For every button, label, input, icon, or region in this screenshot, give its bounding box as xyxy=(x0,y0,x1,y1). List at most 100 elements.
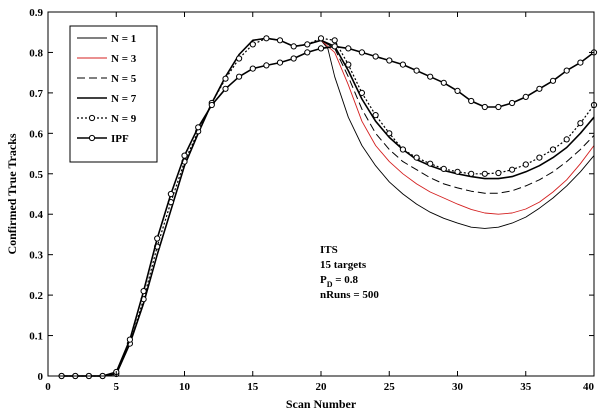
marker-n-9 xyxy=(549,146,557,153)
marker-n-9 xyxy=(481,170,488,177)
legend-label-n-3: N = 3 xyxy=(111,53,137,65)
marker-ipf xyxy=(495,103,502,111)
y-tick-label: 0.1 xyxy=(29,331,43,343)
marker-n-9 xyxy=(290,43,297,50)
x-tick-label: 5 xyxy=(114,381,120,393)
marker-ipf xyxy=(331,43,338,50)
marker-n-9 xyxy=(454,168,461,175)
y-tick-label: 0.5 xyxy=(29,169,43,181)
marker-ipf xyxy=(577,59,584,66)
marker-ipf xyxy=(345,45,352,52)
marker-n-9 xyxy=(440,165,447,172)
marker-ipf xyxy=(358,49,365,56)
legend-label-n-5: N = 5 xyxy=(111,73,137,85)
marker-ipf xyxy=(481,103,488,111)
marker-ipf xyxy=(167,190,174,198)
marker-n-9 xyxy=(427,160,434,167)
marker-n-9 xyxy=(358,89,365,97)
legend-label-n-1: N = 1 xyxy=(111,33,136,45)
marker-ipf xyxy=(236,73,243,80)
series-line-n-9 xyxy=(61,37,595,377)
marker-ipf xyxy=(440,79,447,86)
marker-ipf xyxy=(508,99,516,107)
marker-n-9 xyxy=(276,37,284,44)
marker-n-9 xyxy=(386,130,393,137)
marker-n-9 xyxy=(345,61,352,68)
marker-n-9 xyxy=(222,75,229,82)
marker-ipf xyxy=(372,53,379,60)
marker-ipf xyxy=(413,67,420,74)
marker-n-9 xyxy=(399,146,406,153)
marker-ipf xyxy=(181,152,188,159)
annotation-line-targets: 15 targets xyxy=(320,259,367,271)
marker-ipf xyxy=(386,57,393,64)
marker-ipf xyxy=(208,101,215,109)
annotation: ITS 15 targets PD = 0.8 nRuns = 500 xyxy=(320,244,379,301)
marker-n-9 xyxy=(468,170,475,177)
legend-label-n-9: N = 9 xyxy=(111,113,137,125)
marker-ipf xyxy=(549,77,557,84)
x-tick-label: 10 xyxy=(179,381,191,393)
marker-ipf xyxy=(249,65,256,72)
marker-n-9 xyxy=(413,154,420,161)
marker-n-9 xyxy=(317,35,325,42)
marker-ipf xyxy=(195,124,202,131)
marker-ipf xyxy=(263,62,270,69)
y-tick-label: 0.9 xyxy=(29,7,43,19)
marker-ipf xyxy=(126,336,133,343)
marker-ipf xyxy=(522,93,529,101)
x-tick-label: 15 xyxy=(247,381,259,393)
marker-n-9 xyxy=(522,161,529,168)
y-tick-label: 0.3 xyxy=(29,250,43,262)
x-tick-label: 0 xyxy=(45,381,51,393)
marker-n-9 xyxy=(249,41,256,48)
annotation-line-its: ITS xyxy=(320,244,338,256)
marker-n-9 xyxy=(263,35,270,42)
series-lines xyxy=(58,35,598,380)
marker-n-9 xyxy=(577,120,584,127)
marker-n-9 xyxy=(536,154,543,161)
legend: N = 1 N = 3 N = 5 N = 7 N = 9 IPF xyxy=(69,25,158,163)
x-tick-label: 35 xyxy=(520,381,532,393)
legend-marker-ipf xyxy=(88,134,96,142)
marker-ipf xyxy=(468,97,475,105)
series-line-n-7 xyxy=(61,37,595,377)
marker-n-9 xyxy=(508,166,516,173)
marker-n-9 xyxy=(304,41,311,48)
marker-ipf xyxy=(454,87,461,95)
marker-ipf xyxy=(317,45,325,52)
y-tick-label: 0 xyxy=(38,371,44,383)
marker-n-9 xyxy=(495,169,502,177)
marker-ipf xyxy=(563,67,570,74)
y-tick-label: 0.2 xyxy=(29,290,43,302)
x-tick-label: 30 xyxy=(452,381,464,393)
marker-ipf xyxy=(399,61,406,68)
legend-marker-n-9 xyxy=(88,114,96,122)
legend-box xyxy=(69,25,158,163)
marker-n-9 xyxy=(331,37,338,44)
marker-ipf xyxy=(536,85,543,92)
y-axis-label: Confirmed True Tracks xyxy=(5,133,19,254)
y-tick-label: 0.4 xyxy=(29,209,43,221)
legend-label-n-7: N = 7 xyxy=(111,93,137,105)
marker-ipf xyxy=(290,55,297,62)
x-tick-label: 25 xyxy=(384,381,396,393)
x-tick-label: 40 xyxy=(583,381,595,393)
marker-ipf xyxy=(427,73,434,80)
y-tick-label: 0.6 xyxy=(29,128,43,140)
annotation-line-pd: PD = 0.8 xyxy=(320,274,359,289)
marker-ipf xyxy=(304,49,311,56)
x-axis-label: Scan Number xyxy=(286,397,357,410)
marker-n-9 xyxy=(372,112,379,119)
marker-ipf xyxy=(140,288,147,295)
legend-label-ipf: IPF xyxy=(111,133,129,145)
marker-ipf xyxy=(154,235,161,242)
axis-ticks: 0 5 10 15 20 25 30 35 40 0 0.1 0.2 0.3 0.4 0.5 0.6 0.7 0.… xyxy=(29,7,595,393)
marker-n-9 xyxy=(236,55,243,62)
marker-ipf xyxy=(222,85,229,92)
annotation-line-nruns: nRuns = 500 xyxy=(320,289,379,301)
y-tick-label: 0.7 xyxy=(29,88,43,100)
series-line-ipf xyxy=(61,45,595,377)
marker-ipf xyxy=(276,59,284,66)
